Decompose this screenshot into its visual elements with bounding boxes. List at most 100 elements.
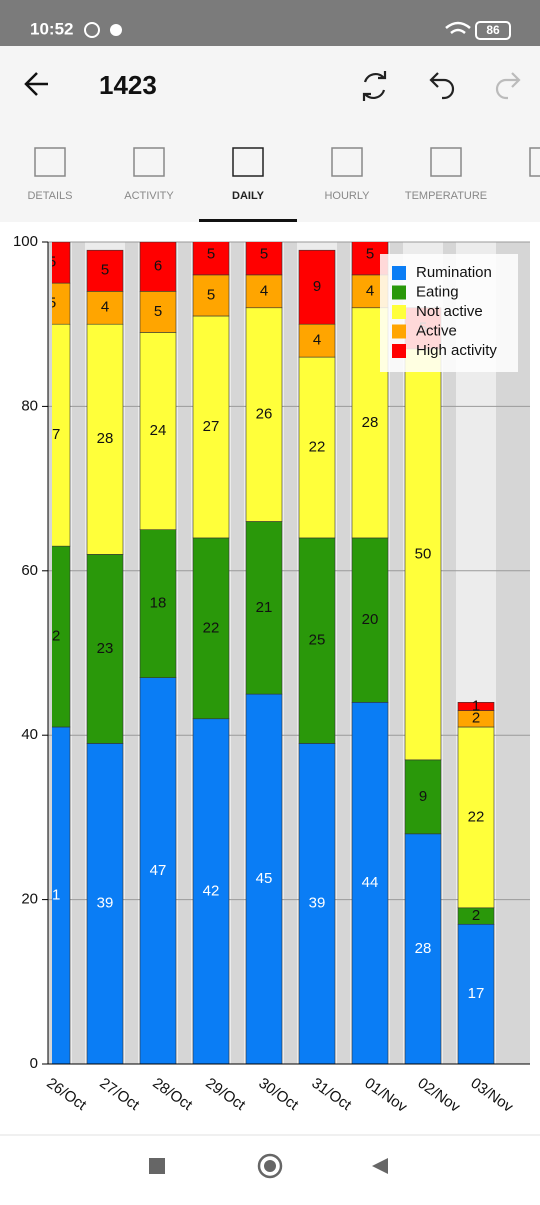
value-label: 5 [260,245,268,262]
bar-segment [86,554,124,744]
tab-label: DAILY [232,190,265,202]
bar-segment [457,726,495,909]
legend-swatch [392,285,406,300]
bar-segment [298,249,336,325]
tab-icon [34,147,66,177]
tab-label: TEMPERATURE [405,190,487,202]
bar-segment [139,529,177,678]
value-label: 9 [313,278,321,295]
tab-icon [430,147,462,177]
tab-icon [331,147,363,177]
tab-label: DETAILS [27,190,72,202]
app-title: 1423 [99,70,157,100]
app-bar [0,46,540,222]
bar-segment [52,282,71,325]
value-label: 27 [203,418,220,435]
recents-button[interactable] [149,1158,165,1174]
value-label: 5 [207,245,215,262]
value-label: 39 [309,895,326,912]
value-label: 28 [362,414,379,431]
value-label: 22 [309,438,326,455]
value-label: 27 [44,426,61,443]
bar-segment [457,702,495,711]
value-label: 5 [48,295,56,312]
undo-button[interactable] [429,72,455,100]
home-dot [264,1160,276,1172]
bar-segment [404,759,442,835]
plot-bg [48,242,530,1064]
legend-label: Active [416,322,457,339]
tab-icon [133,147,165,177]
alarm-icon [84,22,100,38]
value-label: 45 [256,870,273,887]
tab-label: HOURLY [324,190,370,202]
bar-segment [86,249,124,292]
bar-segment [52,242,71,284]
value-label: 50 [415,545,432,562]
tab-icon [232,147,264,177]
legend-swatch [392,344,406,358]
y-tick-label: 80 [21,397,38,414]
bar-segment [52,323,71,547]
wifi-icon [445,21,471,34]
tab-indicator [199,219,297,222]
tab[interactable]: TEMPERATURE [405,147,487,202]
legend-label: High activity [416,342,497,359]
bar-segment [192,315,230,539]
value-label: 44 [362,874,379,891]
refresh-button[interactable] [362,71,387,101]
bar-segment [52,545,71,728]
bar-segment [351,537,389,703]
bar-segment [139,291,177,333]
value-label: 28 [415,940,432,957]
bar-segment [192,242,230,276]
tab[interactable]: HOURLY [324,147,370,202]
tab-icon [529,147,540,177]
clock: 10:52 [30,19,73,38]
settings-icon [110,24,122,36]
bar-segment [298,743,336,1064]
redo-button[interactable] [495,72,521,100]
tab-label: ACTIVITY [124,190,174,202]
bar-segment [139,677,177,1064]
bar-segment [52,726,71,1064]
value-label: 17 [468,985,485,1002]
value-label: 4 [313,332,321,349]
value-label: 26 [256,406,273,423]
value-label: 22 [468,808,485,825]
tab[interactable]: ACTIVITY [124,147,174,202]
y-tick-label: 100 [13,233,38,250]
legend-label: Eating [416,283,459,300]
value-label: 42 [203,882,220,899]
value-label: 21 [256,599,273,616]
legend-label: Rumination [416,264,492,281]
nav-back-button[interactable] [372,1158,388,1174]
back-button[interactable] [24,72,48,96]
value-label: 5 [48,254,56,271]
value-label: 9 [419,788,427,805]
bar-segment [298,323,336,358]
value-label: 6 [154,258,162,275]
value-label: 4 [260,282,268,299]
y-tick-label: 20 [21,891,38,908]
tab[interactable]: DETAILS [27,147,73,202]
battery [475,21,511,40]
legend-swatch [392,305,406,319]
value-label: 28 [97,430,114,447]
tab[interactable]: DAILY [199,147,297,222]
legend-swatch [392,266,406,280]
value-label: 4 [366,282,374,299]
tab[interactable]: TRA [529,147,540,202]
bar-segment [351,702,389,1064]
value-label: 2 [472,907,480,924]
bar-segment [192,274,230,317]
bar-segment [298,356,336,539]
value-label: 5 [207,286,215,303]
value-label: 4 [101,299,109,316]
value-label: 23 [97,640,114,657]
value-label: 39 [97,895,114,912]
home-button[interactable] [257,1153,283,1179]
value-label: 24 [150,422,167,439]
value-label: 5 [154,303,162,320]
